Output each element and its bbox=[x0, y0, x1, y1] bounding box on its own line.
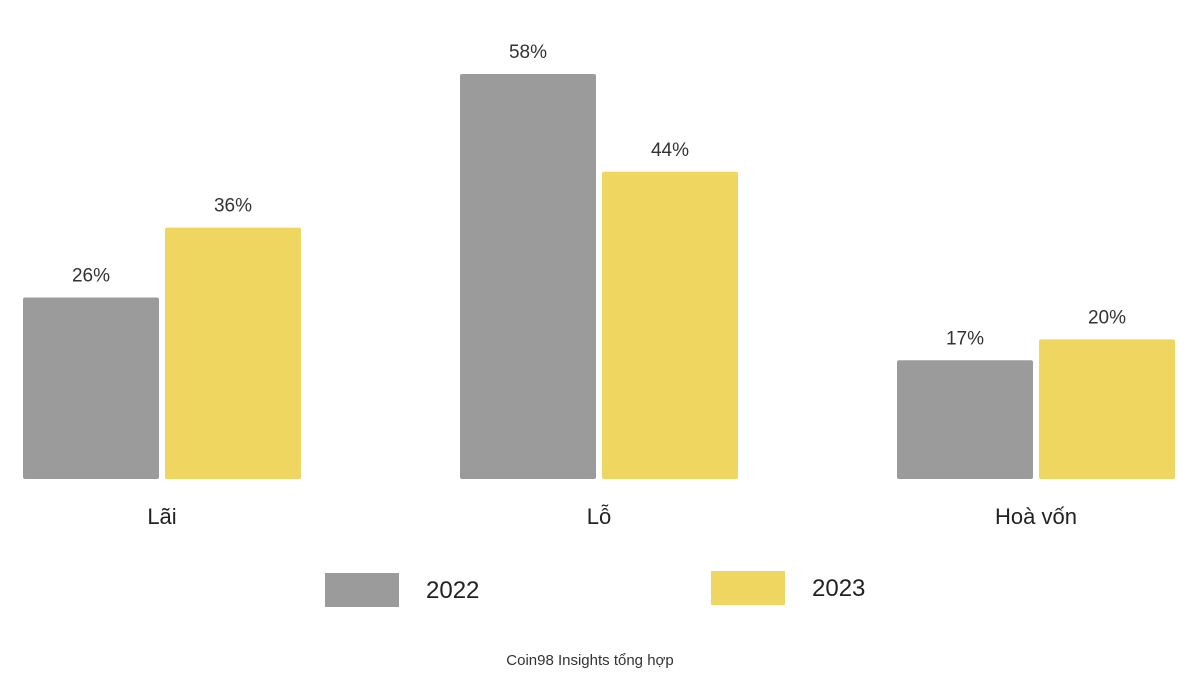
bar-2023-1 bbox=[602, 171, 738, 480]
category-label: Lỗ bbox=[587, 504, 611, 529]
bar-2022-1 bbox=[460, 74, 596, 479]
category-label: Lãi bbox=[147, 504, 176, 529]
data-label: 20% bbox=[1088, 307, 1126, 328]
data-label: 58% bbox=[509, 42, 547, 63]
bar-2023-2 bbox=[1039, 339, 1175, 479]
bar-2022-0 bbox=[23, 297, 159, 479]
category-label: Hoà vốn bbox=[995, 504, 1077, 529]
legend-swatch-2022 bbox=[325, 573, 399, 607]
data-label: 17% bbox=[946, 328, 984, 349]
bar-2022-2 bbox=[897, 360, 1033, 479]
legend-swatch-2023 bbox=[711, 571, 785, 605]
data-label: 36% bbox=[214, 196, 252, 217]
data-label: 44% bbox=[651, 140, 689, 161]
source-note: Coin98 Insights tổng hợp bbox=[506, 652, 673, 669]
legend-label: 2023 bbox=[812, 575, 865, 602]
legend-label: 2022 bbox=[426, 577, 479, 604]
data-label: 26% bbox=[72, 265, 110, 286]
bar-2023-0 bbox=[165, 227, 301, 479]
